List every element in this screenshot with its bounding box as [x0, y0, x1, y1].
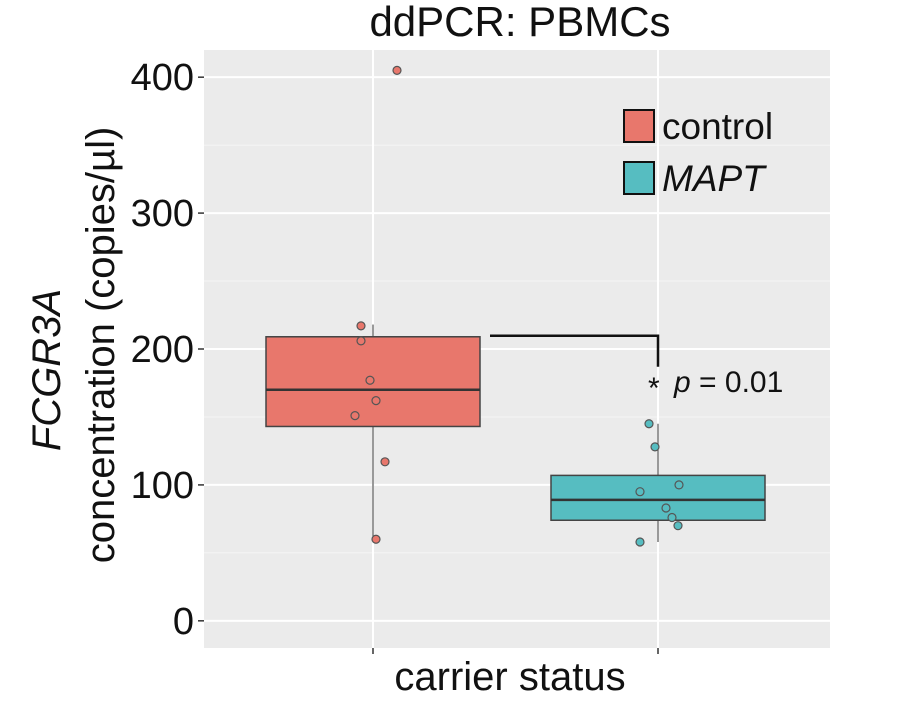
data-point	[644, 419, 654, 429]
chart-title: ddPCR: PBMCs	[369, 0, 670, 45]
y-tick-label: 100	[131, 465, 194, 507]
legend-key-control	[623, 109, 655, 143]
data-point	[635, 537, 645, 547]
data-point	[673, 521, 683, 531]
y-axis: 0 100 200 300 400	[131, 57, 659, 654]
x-axis-label: carrier status	[394, 655, 625, 699]
data-point	[371, 396, 381, 406]
box-iqr	[550, 474, 766, 521]
y-axis-label-units: concentration (copies/µl)	[79, 127, 123, 564]
significance-annotation: * p = 0.01	[490, 334, 783, 405]
data-point	[356, 321, 366, 331]
significance-bracket	[490, 334, 660, 367]
y-axis-label-gene: FCGR3A	[25, 289, 69, 451]
data-point	[371, 534, 381, 544]
data-point	[356, 336, 366, 346]
data-point	[667, 512, 677, 523]
box-mapt	[550, 423, 766, 542]
data-point	[350, 410, 360, 421]
data-point	[380, 457, 390, 467]
y-tick-label: 0	[173, 601, 194, 643]
p-value-label: p = 0.01	[673, 366, 783, 399]
data-point	[650, 442, 660, 452]
significance-star: *	[648, 372, 660, 405]
data-point	[365, 375, 375, 385]
legend: control MAPT	[623, 106, 773, 199]
legend-label-mapt: MAPT	[662, 158, 767, 199]
data-point	[392, 65, 402, 75]
y-tick-label: 200	[131, 329, 194, 371]
y-tick-label: 400	[131, 57, 194, 99]
y-tick-label: 300	[131, 193, 194, 235]
data-points	[350, 65, 684, 547]
legend-key-mapt	[623, 161, 655, 195]
data-point	[635, 487, 645, 497]
data-point	[674, 480, 684, 490]
legend-label-control: control	[662, 106, 773, 147]
data-point	[661, 503, 671, 513]
